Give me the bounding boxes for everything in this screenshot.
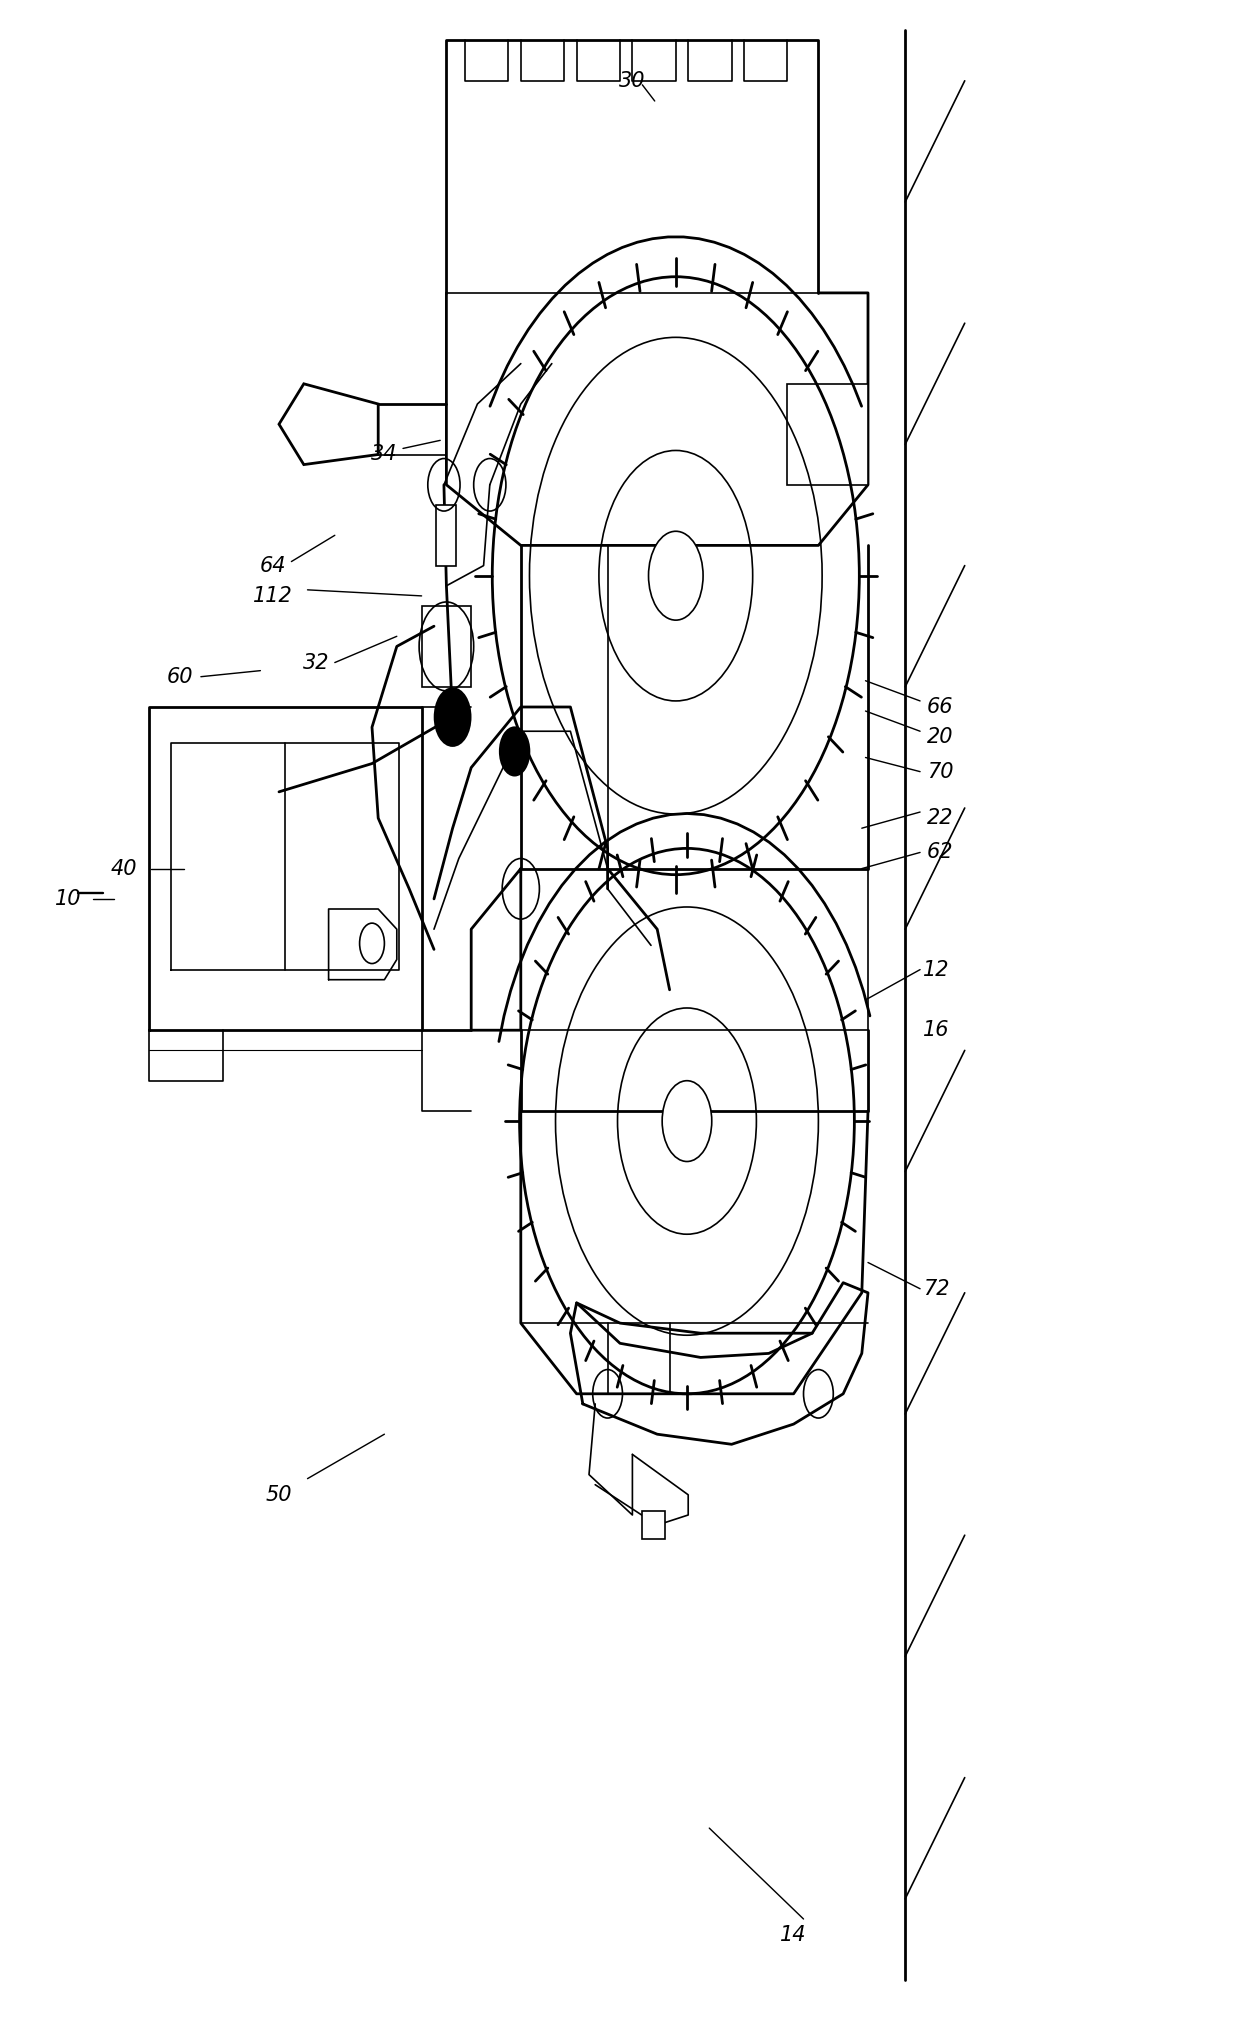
Text: 10: 10 [55,889,82,909]
Text: 60: 60 [166,667,193,687]
Circle shape [649,531,703,620]
Circle shape [435,689,470,745]
Polygon shape [642,1511,665,1539]
Text: 112: 112 [253,586,293,606]
Text: 40: 40 [110,858,138,879]
Text: 62: 62 [926,842,954,863]
Text: 32: 32 [303,652,330,673]
Text: 14: 14 [780,1925,807,1945]
Polygon shape [279,384,378,465]
Text: 72: 72 [923,1279,950,1299]
Text: 20: 20 [926,727,954,747]
Text: 66: 66 [926,697,954,717]
Text: 50: 50 [265,1485,293,1505]
Polygon shape [787,384,868,485]
Circle shape [662,1081,712,1162]
Text: 22: 22 [926,808,954,828]
Text: 64: 64 [259,556,286,576]
Polygon shape [436,505,456,566]
Text: 70: 70 [926,762,954,782]
Text: 12: 12 [923,960,950,980]
Circle shape [500,727,529,776]
Text: 34: 34 [371,444,398,465]
Text: 16: 16 [923,1020,950,1040]
Polygon shape [422,606,471,687]
Text: 30: 30 [619,71,646,91]
